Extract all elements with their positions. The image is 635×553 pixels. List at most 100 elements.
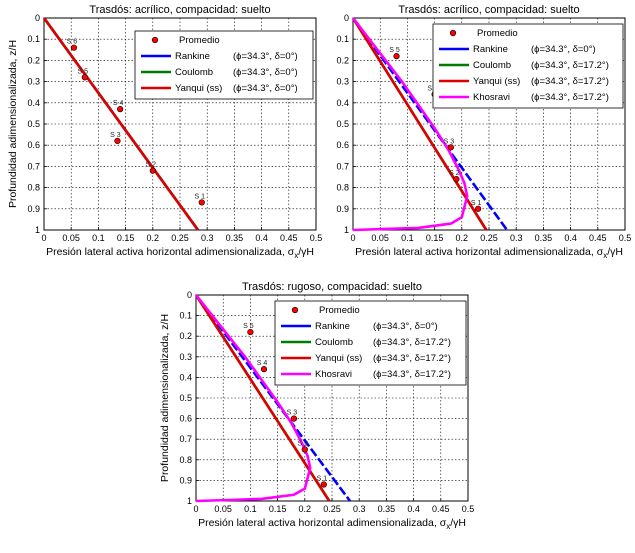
legend-series-params: (ϕ=34.3°, δ=0°) <box>373 321 438 332</box>
chart-title: Trasdós: rugoso, compacidad: suelto <box>242 281 422 293</box>
data-point <box>447 144 455 151</box>
point-label: S 2 <box>449 170 460 177</box>
x-axis-label: Presión lateral activa horizontal adimen… <box>46 246 314 260</box>
x-axis-label: Presión lateral activa horizontal adimen… <box>355 246 623 260</box>
point-label: S 3 <box>287 410 298 417</box>
legend-series-name: Yanqui (ss) <box>175 83 222 94</box>
legend-series-name: Rankine <box>473 44 508 55</box>
y-tick-label: 0 <box>344 13 349 23</box>
legend-series-params: (ϕ=34.3°, δ=0°) <box>233 51 298 62</box>
point-label: S 4 <box>257 360 268 367</box>
data-point <box>260 366 268 373</box>
point-label: S 3 <box>444 138 455 145</box>
x-tick-label: 0.35 <box>378 504 396 514</box>
y-tick-label: 0.1 <box>27 34 40 44</box>
data-point <box>117 106 124 113</box>
legend-series-params: (ϕ=34.3°, δ=17.2°) <box>373 337 451 348</box>
x-tick-label: 0.5 <box>310 233 323 243</box>
data-point <box>453 176 460 183</box>
legend-series-params: (ϕ=34.3°, δ=17.2°) <box>531 92 609 103</box>
series-line-yanqui-ss- <box>194 294 331 502</box>
x-tick-label: 0 <box>41 233 46 243</box>
legend-series-params: (ϕ=34.3°, δ=17.2°) <box>373 353 451 364</box>
data-point <box>290 415 298 422</box>
x-tick-label: 0.05 <box>371 233 389 243</box>
legend-label-promedio: Promedio <box>179 35 220 46</box>
chart-2: 0 0.05 0.1 0.15 0.2 0.25 0.3 0.35 0.4 0.45 0.5 0 0.1… <box>336 4 631 260</box>
y-tick-label: 0.2 <box>336 55 349 65</box>
y-tick-label: 0.4 <box>27 98 40 108</box>
legend-series-params: (ϕ=34.3°, δ=17.2°) <box>531 60 609 71</box>
legend-series-name: Yanqui (ss) <box>473 76 520 87</box>
legend-series-params: (ϕ=34.3°, δ=17.2°) <box>373 369 451 380</box>
y-tick-label: 0.5 <box>336 119 349 129</box>
x-tick-label: 0.25 <box>171 233 189 243</box>
series-line-yanqui-ss- <box>351 17 488 231</box>
x-tick-label: 0.1 <box>244 504 257 514</box>
point-label: S 4 <box>113 100 124 107</box>
chart-1: 0 0.05 0.1 0.15 0.2 0.25 0.3 0.35 0.4 0.45 0.5 0 0.1… <box>7 4 322 260</box>
data-point <box>198 199 205 206</box>
x-tick-label: 0.15 <box>269 504 287 514</box>
point-label: S 3 <box>110 132 121 139</box>
legend-label-promedio: Promedio <box>319 305 360 316</box>
y-tick-label: 0 <box>187 290 192 300</box>
legend-series-params: (ϕ=34.3°, δ=0°) <box>233 83 298 94</box>
legend-series-name: Coulomb <box>473 60 511 71</box>
x-tick-label: 0.2 <box>299 504 312 514</box>
legend-series-params: (ϕ=34.3°, δ=0°) <box>531 44 596 55</box>
data-point <box>320 481 327 488</box>
y-tick-label: 0.9 <box>336 204 349 214</box>
x-tick-label: 0.05 <box>214 504 232 514</box>
legend-series-name: Khosravi <box>315 369 352 380</box>
y-axis-label: Profundidad adimensionalizada, z/H <box>7 40 19 208</box>
legend-series-name: Rankine <box>175 51 210 62</box>
y-tick-label: 0.7 <box>179 434 192 444</box>
legend-series-name: Coulomb <box>315 337 353 348</box>
data-point <box>393 53 400 60</box>
point-label: S 2 <box>146 162 157 169</box>
x-axis-label: Presión lateral activa horizontal adimen… <box>198 517 466 531</box>
x-tick-label: 0.15 <box>426 233 444 243</box>
y-tick-label: 0.4 <box>179 372 192 382</box>
data-point <box>475 205 482 212</box>
y-tick-label: 0.5 <box>179 393 192 403</box>
data-point <box>114 137 121 145</box>
y-tick-label: 0.6 <box>336 140 349 150</box>
y-tick-label: 0.7 <box>336 161 349 171</box>
x-tick-label: 0.25 <box>323 504 341 514</box>
y-tick-label: 1 <box>344 225 349 235</box>
x-tick-label: 0.5 <box>619 233 632 243</box>
y-tick-label: 0.1 <box>179 311 192 321</box>
y-tick-label: 0.3 <box>179 352 192 362</box>
x-tick-label: 0.35 <box>226 233 244 243</box>
y-tick-label: 0.7 <box>27 161 40 171</box>
y-tick-label: 0.4 <box>336 98 349 108</box>
x-tick-label: 0.15 <box>117 233 135 243</box>
x-tick-label: 0 <box>350 233 355 243</box>
point-label: S 1 <box>317 476 328 483</box>
point-label: S 1 <box>195 193 206 200</box>
x-tick-label: 0.45 <box>432 504 450 514</box>
data-point <box>70 44 78 51</box>
x-tick-label: 0.25 <box>480 233 498 243</box>
data-point <box>149 167 156 174</box>
y-tick-label: 0.3 <box>27 77 40 87</box>
x-tick-label: 0.35 <box>535 233 553 243</box>
series-line-yanqui-ss- <box>42 17 200 231</box>
y-tick-label: 0.8 <box>179 455 192 465</box>
y-tick-label: 0.5 <box>27 119 40 129</box>
legend-series-params: (ϕ=34.3°, δ=17.2°) <box>531 76 609 87</box>
y-tick-label: 0.2 <box>27 55 40 65</box>
x-tick-label: 0.05 <box>62 233 80 243</box>
x-tick-label: 0.4 <box>255 233 268 243</box>
chart-title: Trasdós: acrílico, compacidad: suelto <box>398 4 579 16</box>
y-tick-label: 1 <box>35 225 40 235</box>
legend-label-promedio: Promedio <box>477 28 518 39</box>
y-tick-label: 0.9 <box>179 475 192 485</box>
y-tick-label: 0.8 <box>336 183 349 193</box>
legend-marker-promedio <box>291 306 299 314</box>
legend-marker-promedio <box>449 29 457 37</box>
x-tick-label: 0 <box>193 504 198 514</box>
